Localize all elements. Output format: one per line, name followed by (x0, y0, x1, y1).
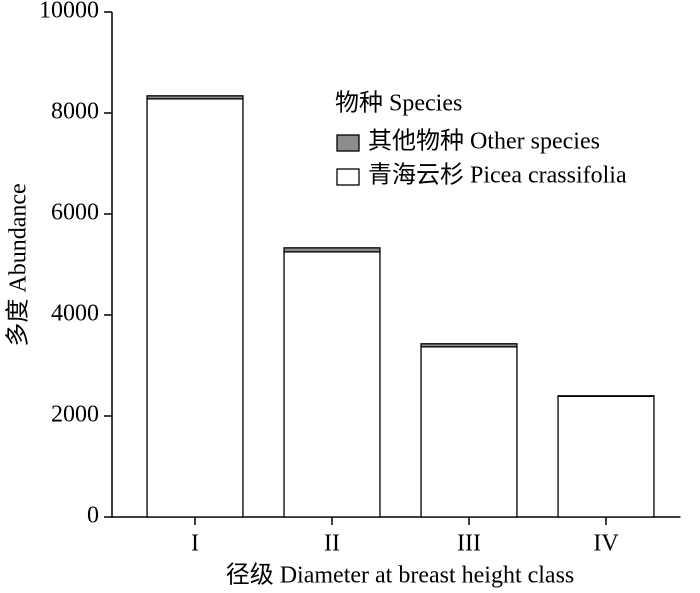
bar-segment (283, 247, 381, 253)
legend-swatch (336, 134, 360, 152)
bar-segment (283, 251, 381, 518)
legend-title: 物种 Species (335, 90, 462, 117)
bar-segment (146, 95, 244, 100)
x-axis-label: 径级 Diameter at breast height class (226, 562, 575, 589)
y-tick-label: 2000 (51, 402, 99, 428)
bar-segment (557, 395, 655, 397)
x-tick-label: I (191, 531, 199, 557)
x-tick-label: II (324, 531, 340, 557)
bar-segment (146, 98, 244, 518)
y-tick-label: 8000 (51, 99, 99, 125)
x-tick-label: IV (593, 531, 619, 557)
y-tick-label: 6000 (51, 200, 99, 226)
legend-label: 青海云杉 Picea crassifolia (368, 162, 627, 189)
y-tick-label: 0 (87, 503, 99, 529)
y-tick-label: 4000 (51, 301, 99, 327)
legend-label: 其他物种 Other species (368, 128, 600, 155)
y-tick-label: 10000 (39, 0, 99, 24)
legend-swatch (336, 168, 360, 186)
bar-segment (557, 395, 655, 518)
bar-segment (420, 343, 518, 348)
x-tick-label: III (457, 531, 481, 557)
bar-segment (420, 346, 518, 518)
y-axis-label: 多度 Abundance (5, 183, 32, 346)
